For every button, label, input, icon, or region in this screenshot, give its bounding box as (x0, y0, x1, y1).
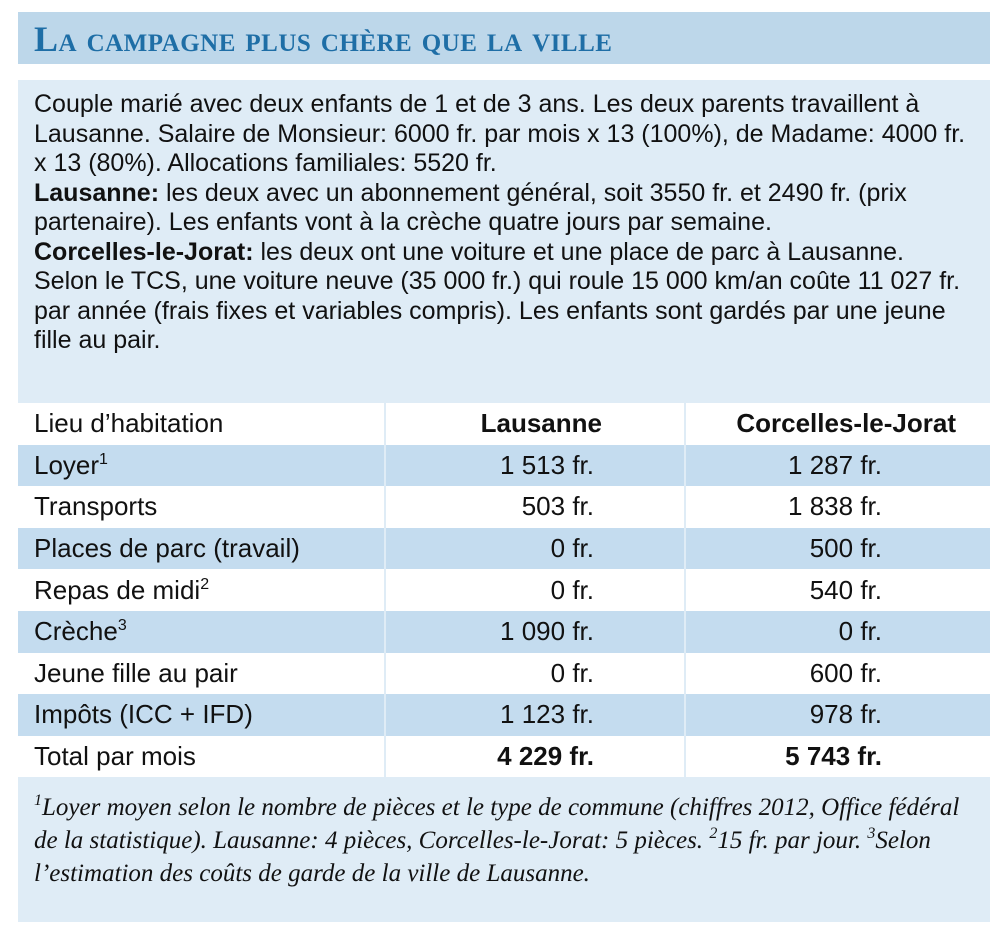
value-cell: 1 513 fr. (384, 444, 685, 487)
value-cell: 1 838 fr. (684, 486, 990, 528)
footnote: 215 fr. par jour. (709, 825, 862, 855)
footnote-text: Selon l’estimation des coûts de garde de… (34, 827, 931, 888)
footnote-number: 3 (867, 825, 876, 843)
table-row: Places de parc (travail) 0 fr. 500 fr. (18, 527, 990, 570)
row-label-cell: Impôts (ICC + IFD) (18, 694, 385, 736)
footnote-number: 2 (709, 825, 718, 843)
table-row: Transports 503 fr. 1 838 fr. (18, 486, 990, 528)
row-label-cell: Total par mois (18, 736, 385, 778)
table-row: Crèche3 1 090 fr. 0 fr. (18, 610, 990, 653)
footnote-ref: 2 (200, 575, 210, 593)
footnote: 1Loyer moyen selon le nombre de pièces e… (34, 792, 960, 855)
footnote: 3Selon l’estimation des coûts de garde d… (34, 825, 931, 888)
intro-text: Couple marié avec deux enfants de 1 et d… (34, 90, 966, 177)
footnotes: 1Loyer moyen selon le nombre de pièces e… (18, 777, 990, 890)
intro-text: les deux avec un abonnement général, soi… (34, 178, 907, 237)
footnote-ref: 3 (117, 617, 127, 635)
value-cell: 500 fr. (684, 527, 990, 570)
table-row: Total par mois 4 229 fr. 5 743 fr. (18, 735, 990, 778)
row-label: Impôts (ICC + IFD) (34, 699, 253, 730)
panel: Couple marié avec deux enfants de 1 et d… (18, 80, 990, 922)
title-bar: La campagne plus chère que la ville (18, 12, 990, 64)
value-cell: 0 fr. (684, 610, 990, 653)
intro-paragraph: Lausanne: les deux avec un abonnement gé… (34, 179, 974, 238)
title: La campagne plus chère que la ville (34, 19, 613, 59)
row-label-cell: Transports (18, 486, 385, 528)
intro-lead: Corcelles-le-Jorat: (34, 237, 254, 266)
footnote-number: 1 (34, 792, 42, 810)
value-cell: 1 090 fr. (384, 610, 685, 653)
value-cell: 5 743 fr. (684, 735, 990, 778)
column-header: Lieu d’habitation (34, 408, 224, 439)
value-cell: 4 229 fr. (384, 735, 685, 778)
footnote-text: Loyer moyen selon le nombre de pièces et… (34, 794, 960, 855)
table: Lieu d’habitation Lausanne Corcelles-le-Jo… (18, 403, 990, 778)
row-label: Repas de midi (34, 574, 201, 605)
column-header: Lausanne (384, 403, 685, 445)
table-row: Impôts (ICC + IFD) 1 123 fr. 978 fr. (18, 694, 990, 736)
row-label-cell: Loyer1 (18, 445, 385, 487)
value-cell: 0 fr. (384, 652, 685, 695)
value-cell: 503 fr. (384, 486, 685, 528)
row-label: Jeune fille au pair (34, 657, 238, 688)
row-label-cell: Repas de midi2 (18, 569, 385, 611)
table-body: Loyer1 1 513 fr. 1 287 fr. Transports 503 fr… (18, 444, 990, 778)
row-label-cell: Crèche3 (18, 611, 385, 653)
header-row: Lieu d’habitation Lausanne Corcelles-le-Jo… (18, 403, 990, 445)
footnote-ref: 1 (99, 450, 108, 468)
value-cell: 600 fr. (684, 652, 990, 695)
row-label: Crèche (34, 616, 118, 647)
column-header: Corcelles-le-Jorat (684, 403, 990, 445)
value-cell: 540 fr. (684, 569, 990, 611)
intro-lead: Lausanne: (34, 178, 160, 207)
row-label-cell: Jeune fille au pair (18, 653, 385, 695)
intro-paragraph: Couple marié avec deux enfants de 1 et d… (34, 90, 974, 179)
footnote-text: 15 fr. par jour. (717, 827, 862, 855)
table-row: Jeune fille au pair 0 fr. 600 fr. (18, 652, 990, 695)
row-label: Loyer (34, 449, 100, 480)
value-cell: 1 123 fr. (384, 694, 685, 736)
intro: Couple marié avec deux enfants de 1 et d… (18, 80, 990, 403)
intro-text: les deux ont une voiture et une place de… (34, 237, 961, 355)
value-cell: 0 fr. (384, 569, 685, 611)
row-label: Places de parc (travail) (34, 533, 300, 564)
value-cell: 1 287 fr. (684, 444, 990, 487)
table-row: Loyer1 1 513 fr. 1 287 fr. (18, 444, 990, 487)
row-label: Transports (34, 491, 158, 522)
row-label: Total par mois (34, 741, 196, 772)
table-row: Repas de midi2 0 fr. 540 fr. (18, 569, 990, 611)
value-cell: 0 fr. (384, 527, 685, 570)
row-label-cell: Places de parc (travail) (18, 528, 385, 570)
value-cell: 978 fr. (684, 694, 990, 736)
intro-paragraph: Corcelles-le-Jorat: les deux ont une voi… (34, 238, 974, 356)
